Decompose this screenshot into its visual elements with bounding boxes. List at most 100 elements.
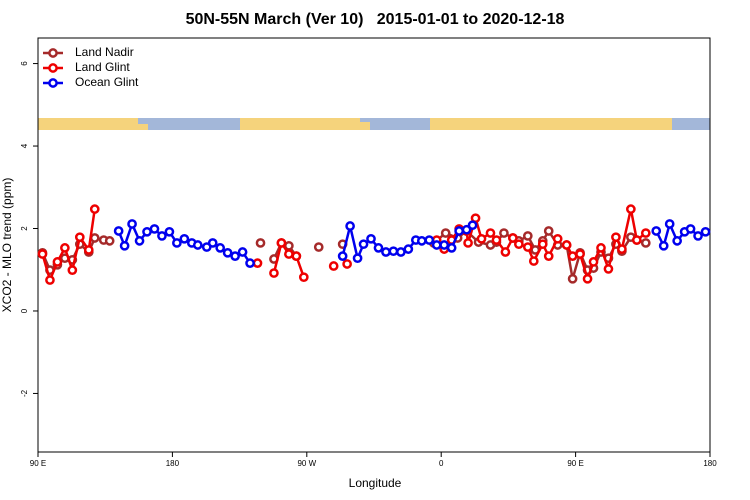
point (113, 226, 124, 236)
point (567, 251, 578, 261)
point (431, 240, 442, 250)
point (626, 204, 636, 214)
point (543, 226, 554, 236)
point (537, 239, 548, 250)
point (104, 236, 115, 246)
x-tick-label: 180 (166, 459, 180, 468)
point (446, 243, 457, 253)
point (611, 232, 621, 243)
point (485, 228, 496, 238)
point (424, 235, 435, 245)
point (693, 231, 703, 241)
point (664, 219, 675, 229)
point (142, 226, 152, 237)
point (127, 219, 137, 229)
x-axis-label: Longitude (349, 476, 402, 490)
point (172, 238, 182, 248)
point (543, 251, 554, 261)
point (522, 242, 533, 252)
point (67, 265, 78, 276)
point (192, 240, 203, 250)
point (561, 240, 572, 250)
point (403, 244, 414, 254)
point (45, 275, 55, 285)
point (60, 243, 70, 253)
point (179, 233, 190, 244)
point (454, 226, 464, 236)
point (164, 226, 175, 237)
point (672, 236, 682, 246)
point (491, 235, 502, 245)
x-tick-label: 0 (439, 459, 444, 468)
y-tick-label: 4 (20, 143, 29, 148)
point (358, 239, 369, 250)
y-tick-label: 2 (20, 226, 29, 231)
point (252, 258, 263, 268)
point (499, 228, 509, 238)
point (119, 240, 130, 251)
point (685, 224, 696, 234)
y-tick-label: 6 (20, 61, 29, 66)
point (255, 238, 266, 248)
point (416, 236, 427, 246)
point (552, 233, 563, 244)
point (207, 238, 218, 248)
map-strip (38, 118, 710, 130)
point (37, 249, 48, 259)
point (52, 257, 63, 267)
x-tick-label: 90 E (30, 459, 46, 468)
point (157, 231, 167, 241)
point (440, 228, 451, 238)
point (596, 243, 606, 253)
y-tick-label: 0 (20, 308, 29, 313)
point (269, 268, 279, 278)
point (342, 259, 352, 269)
y-tick-label: -2 (20, 389, 29, 397)
point (291, 251, 302, 261)
point (588, 257, 599, 267)
point (149, 224, 160, 234)
plot-frame (37, 37, 711, 453)
point (522, 231, 533, 241)
legend-marker (48, 78, 58, 88)
point (74, 232, 85, 243)
point (83, 245, 94, 255)
point (476, 233, 487, 244)
point (461, 224, 472, 235)
legend-label: Ocean Glint (75, 75, 139, 89)
point (575, 249, 585, 259)
x-tick-label: 90 E (567, 459, 583, 468)
point (381, 247, 391, 257)
point (567, 273, 578, 284)
point (352, 253, 363, 264)
point (658, 240, 669, 251)
point (328, 261, 339, 271)
point (700, 226, 711, 237)
point (89, 204, 100, 214)
chart-title: 50N-55N March (Ver 10) 2015-01-01 to 202… (186, 11, 565, 28)
point (245, 258, 255, 268)
point (313, 242, 324, 252)
point (366, 233, 376, 244)
point (215, 243, 226, 253)
point (388, 246, 399, 257)
point (134, 236, 145, 246)
point (467, 220, 478, 231)
point (396, 247, 406, 257)
point (373, 243, 384, 253)
legend-marker (48, 63, 58, 73)
point (230, 251, 240, 261)
point (298, 272, 309, 283)
legend-label: Land Glint (75, 60, 130, 74)
point (337, 251, 348, 261)
point (582, 273, 593, 284)
point (651, 226, 662, 236)
point (640, 228, 651, 238)
point (237, 247, 248, 257)
point (508, 233, 518, 243)
y-axis-label: XCO2 - MLO trend (ppm) (0, 178, 14, 313)
x-tick-label: 90 W (297, 459, 316, 468)
legend-marker (48, 48, 58, 58)
